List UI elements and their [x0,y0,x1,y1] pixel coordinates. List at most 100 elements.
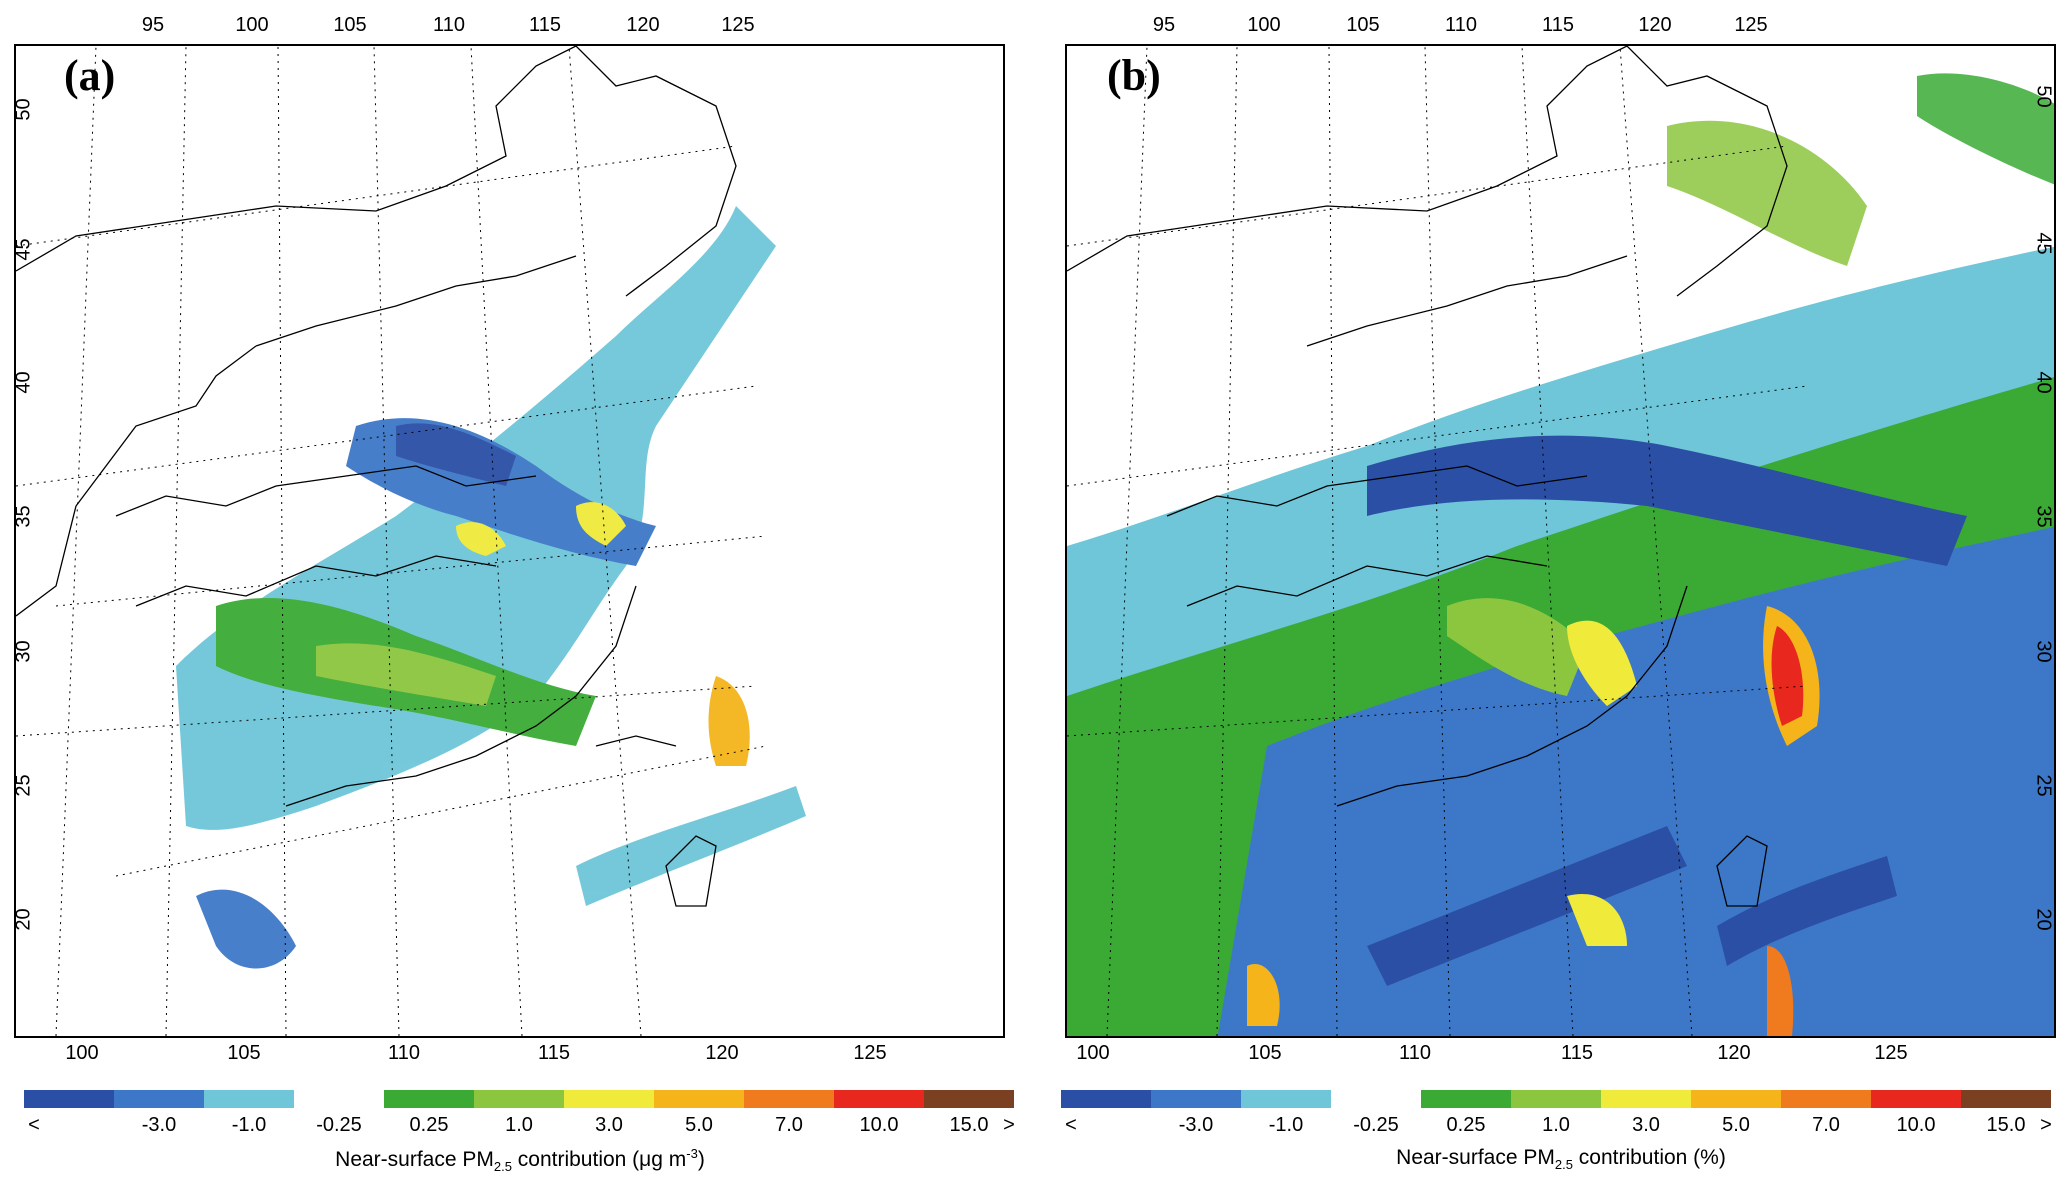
colorbar-labels: < -3.0 -1.0 -0.25 0.25 1.0 3.0 5.0 7.0 1… [1061,1114,2052,1140]
colorbar-segment [924,1090,1014,1108]
lon-tick: 110 [433,14,465,36]
colorbar [24,1090,1014,1108]
colorbar-label: 1.0 [1542,1114,1570,1136]
colorbar-segment [474,1090,564,1108]
lon-tick: 125 [853,1042,887,1064]
lat-tick: 50 [2032,85,2055,108]
caption-text: ) [697,1148,705,1171]
lon-tick: 95 [1152,14,1176,36]
colorbar-label: -0.25 [316,1114,362,1136]
caption-subscript: 2.5 [1554,1157,1573,1173]
lon-tick: 125 [721,14,755,36]
caption-text: Near-surface PM [335,1148,494,1171]
lat-tick: 35 [12,505,35,528]
colorbar-label: -1.0 [231,1114,267,1136]
lat-tick: 50 [12,98,35,121]
colorbar-segment [1061,1090,1151,1108]
colorbar-segment [654,1090,744,1108]
lat-tick: 25 [12,774,35,797]
lat-tick: 45 [12,238,35,261]
colorbar-label: 5.0 [1722,1114,1750,1136]
lat-tick: 40 [2032,371,2055,394]
caption-subscript: 2.5 [493,1159,512,1175]
colorbar-label: 3.0 [1632,1114,1660,1136]
lon-tick: 115 [1542,14,1574,36]
colorbar-label: > [1003,1114,1015,1136]
colorbar-label: 7.0 [775,1114,803,1136]
colorbar-label: 5.0 [685,1114,713,1136]
colorbar-label: -0.25 [1353,1114,1399,1136]
lon-tick: 120 [1717,1042,1751,1064]
map-frame-b [1065,44,2056,1038]
colorbar-label: 15.0 [1986,1114,2026,1136]
colorbar-segment [1151,1090,1241,1108]
colorbar-labels: < -3.0 -1.0 -0.25 0.25 1.0 3.0 5.0 7.0 1… [24,1114,1015,1140]
lon-tick: 100 [1247,14,1281,36]
lat-tick: 30 [12,640,35,663]
colorbar-segment [1961,1090,2051,1108]
lat-tick: 45 [2032,232,2055,255]
colorbar-segment [1511,1090,1601,1108]
colorbar-segment [204,1090,294,1108]
caption-superscript: -3 [686,1146,698,1161]
lon-tick: 105 [1346,14,1380,36]
lon-tick: 115 [529,14,561,36]
colorbar-segment [564,1090,654,1108]
colorbar-label: 0.25 [1446,1114,1486,1136]
panel-label: (a) [64,51,116,100]
lon-tick: 110 [1445,14,1477,36]
lon-tick: 95 [141,14,165,36]
lon-tick: 115 [1561,1042,1593,1064]
colorbar-label: -1.0 [1268,1114,1304,1136]
lat-tick: 20 [12,908,35,931]
colorbar-segment [1241,1090,1331,1108]
colorbar-segment [834,1090,924,1108]
colorbar-label: < [28,1114,40,1136]
lon-tick: 125 [1734,14,1768,36]
colorbar-label: 10.0 [859,1114,899,1136]
lon-tick: 110 [388,1042,420,1064]
lon-tick: 105 [333,14,367,36]
caption-text: contribution (μg m [511,1148,687,1171]
colorbar-segment [114,1090,204,1108]
colorbar-segment [294,1090,384,1108]
caption-text: Near-surface PM [1396,1146,1555,1169]
colorbar-caption: Near-surface PM2.5 contribution (μg m-3) [335,1146,705,1174]
colorbar-caption: Near-surface PM2.5 contribution (%) [1396,1146,1726,1172]
colorbar-segment [384,1090,474,1108]
colorbar-label: -3.0 [1178,1114,1214,1136]
colorbar-label: 7.0 [1812,1114,1840,1136]
colorbar-label: 3.0 [595,1114,623,1136]
lon-tick: 125 [1874,1042,1908,1064]
lon-tick: 120 [626,14,660,36]
lon-tick: 115 [538,1042,570,1064]
colorbar-segment [1691,1090,1781,1108]
lat-tick: 25 [2032,774,2055,797]
colorbar-segment [744,1090,834,1108]
lon-tick: 100 [235,14,269,36]
lon-tick: 105 [1248,1042,1282,1064]
lon-tick: 120 [705,1042,739,1064]
lon-tick: 105 [227,1042,261,1064]
colorbar-label: 10.0 [1896,1114,1936,1136]
lon-tick: 110 [1399,1042,1431,1064]
lat-tick: 35 [2032,505,2055,528]
colorbar-label: 1.0 [505,1114,533,1136]
colorbar-label: < [1065,1114,1077,1136]
panel-a: 95 100 105 110 115 120 125 [0,0,1031,1192]
colorbar-label: > [2040,1114,2052,1136]
lon-tick: 100 [1076,1042,1110,1064]
colorbar-segment [1421,1090,1511,1108]
colorbar-label: -3.0 [141,1114,177,1136]
colorbar-segment [1871,1090,1961,1108]
colorbar-label: 0.25 [409,1114,449,1136]
caption-text: contribution (%) [1572,1146,1726,1169]
colorbar [1061,1090,2051,1108]
lat-tick: 30 [2032,640,2055,663]
pm25-contribution-map-b [1067,46,2054,1036]
lon-tick: 120 [1638,14,1672,36]
colorbar-segment [1601,1090,1691,1108]
panel-b: 95 100 105 110 115 120 125 [1031,0,2067,1192]
colorbar-segment [24,1090,114,1108]
lon-tick: 100 [65,1042,99,1064]
